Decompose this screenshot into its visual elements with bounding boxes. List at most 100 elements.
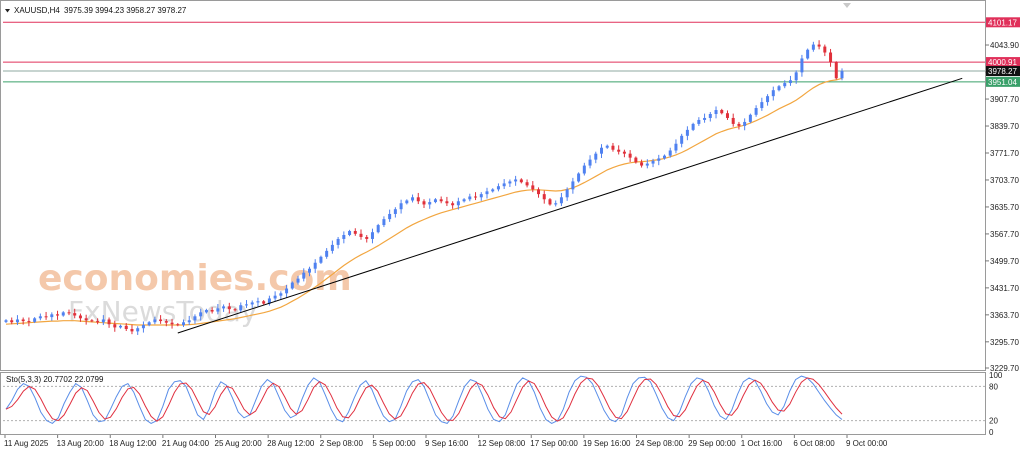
candle-body	[565, 189, 569, 198]
candle	[748, 113, 752, 124]
candle-body	[61, 312, 65, 316]
candle	[680, 133, 684, 148]
time-tick-label: 18 Aug 12:00	[109, 439, 157, 448]
candle	[777, 85, 781, 92]
candle-body	[159, 319, 163, 322]
candle-body	[136, 328, 140, 332]
stochastic-signal-line	[5, 377, 843, 422]
candle	[817, 40, 821, 50]
candle	[697, 117, 701, 126]
candle	[840, 68, 844, 81]
candle	[594, 151, 598, 164]
candle-body	[777, 86, 781, 91]
candle-body	[720, 110, 724, 114]
candle	[61, 311, 65, 317]
candle	[290, 281, 294, 290]
candle	[279, 291, 283, 300]
candle-body	[10, 320, 14, 323]
candle-body	[233, 309, 237, 311]
candle-body	[325, 250, 329, 257]
candle-body	[685, 129, 689, 136]
candle-body	[388, 213, 392, 220]
candle-body	[502, 183, 506, 187]
candle	[508, 179, 512, 187]
candle	[668, 147, 672, 158]
candle-body	[244, 304, 248, 306]
candle	[141, 321, 145, 333]
candle	[73, 308, 77, 319]
candle-body	[760, 102, 764, 109]
candle-body	[611, 145, 615, 150]
candle-body	[422, 201, 426, 205]
price-tick-label: 3431.70	[990, 284, 1019, 293]
candle-body	[605, 145, 609, 148]
candle	[256, 297, 260, 307]
oscillator-tick-label: 80	[989, 382, 998, 391]
candle	[307, 266, 311, 277]
candle	[10, 317, 14, 325]
candle-body	[296, 278, 300, 283]
moving-average-layer	[5, 77, 843, 326]
trendline-layer[interactable]	[177, 77, 963, 334]
candle-body	[737, 123, 741, 126]
candle	[44, 311, 48, 320]
candle	[411, 194, 415, 203]
price-tick-label: 3703.70	[990, 176, 1019, 185]
candle	[119, 324, 123, 329]
candle	[600, 144, 604, 159]
candle-body	[800, 58, 804, 73]
candle-body	[588, 159, 592, 166]
candle-body	[285, 288, 289, 294]
candle	[806, 48, 810, 60]
candle-body	[496, 186, 500, 190]
candle-body	[256, 301, 260, 303]
candle-body	[714, 110, 718, 114]
candle-body	[101, 319, 105, 323]
candle-body	[399, 203, 403, 210]
collapse-triangle-icon[interactable]	[5, 9, 10, 13]
candle-body	[262, 301, 266, 304]
candle-body	[582, 165, 586, 174]
candle-body	[491, 189, 495, 192]
candle	[101, 315, 105, 326]
candle	[657, 154, 661, 166]
price-tag-bg	[986, 57, 1020, 68]
candle	[743, 118, 747, 131]
candle	[204, 308, 208, 314]
candle	[67, 309, 71, 316]
candle-body	[537, 189, 541, 195]
candle-body	[554, 203, 558, 205]
watermark-brand: economies.com	[38, 258, 352, 299]
candle-body	[290, 282, 294, 289]
candle	[302, 268, 306, 282]
oscillator-axis: 100 80 20 0	[989, 371, 1003, 437]
price-tick-label: 3363.70	[990, 311, 1019, 320]
time-axis: 11 Aug 2025 13 Aug 20:00 18 Aug 12:00 21 Au…	[4, 435, 888, 448]
candle-body	[474, 196, 478, 198]
ascending-trendline[interactable]	[177, 77, 963, 334]
candle-body	[754, 108, 758, 115]
oscillator-tick-label: 100	[989, 371, 1003, 380]
price-tick-label: 3499.70	[990, 257, 1019, 266]
candle	[794, 70, 798, 84]
candle	[662, 154, 666, 160]
candle-body	[78, 315, 82, 319]
price-tag: 4101.17	[986, 17, 1020, 28]
candle	[788, 75, 792, 86]
candle-body	[50, 314, 54, 318]
candle	[622, 149, 626, 158]
candle	[210, 307, 214, 314]
candle	[674, 139, 678, 154]
candle	[645, 159, 649, 169]
candle-body	[359, 233, 363, 237]
candle	[170, 319, 174, 329]
candle	[382, 216, 386, 228]
candle-body	[222, 306, 226, 309]
candle	[605, 144, 609, 149]
candle	[273, 291, 277, 302]
candle-body	[783, 83, 787, 87]
price-tag-label: 3978.27	[988, 67, 1017, 76]
candle-body	[456, 201, 460, 206]
shift-marker-icon[interactable]	[843, 3, 851, 8]
